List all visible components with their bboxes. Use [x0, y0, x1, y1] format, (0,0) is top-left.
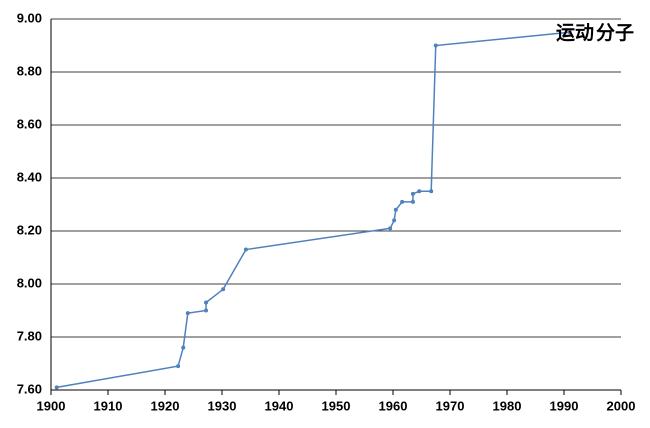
point: [243, 247, 248, 252]
point: [221, 287, 226, 292]
point: [204, 300, 209, 305]
point: [181, 345, 186, 350]
x-tick-label: 1900: [37, 398, 66, 413]
point: [567, 30, 572, 35]
point: [433, 43, 438, 48]
x-tick-label: 1960: [379, 398, 408, 413]
y-tick-label: 8.60: [17, 116, 42, 131]
x-tick-label: 1980: [493, 398, 522, 413]
y-tick-label: 8.20: [17, 222, 42, 237]
y-tick-label: 8.00: [17, 275, 42, 290]
y-tick-label: 7.80: [17, 328, 42, 343]
y-tick-label: 9.00: [17, 10, 42, 25]
point: [388, 226, 393, 231]
x-tick-label: 1940: [265, 398, 294, 413]
point: [417, 189, 422, 194]
x-tick-label: 2000: [607, 398, 636, 413]
watermark: 分子: [596, 22, 634, 44]
point: [204, 308, 209, 313]
point: [429, 189, 434, 194]
point: [410, 199, 415, 204]
point: [393, 207, 398, 212]
x-tick-label: 1930: [208, 398, 237, 413]
watermark: 运动: [556, 22, 594, 44]
x-tick-label: 1970: [436, 398, 465, 413]
point: [185, 311, 190, 316]
x-tick-label: 1990: [550, 398, 579, 413]
y-tick-label: 8.40: [17, 169, 42, 184]
point: [392, 218, 397, 223]
x-tick-label: 1920: [151, 398, 180, 413]
x-tick-label: 1910: [94, 398, 123, 413]
point: [400, 199, 405, 204]
y-tick-label: 8.80: [17, 63, 42, 78]
series-line: [56, 31, 570, 389]
point: [54, 385, 59, 390]
point: [176, 364, 181, 369]
y-tick-label: 7.60: [17, 381, 42, 396]
point: [410, 191, 415, 196]
x-tick-label: 1950: [322, 398, 351, 413]
